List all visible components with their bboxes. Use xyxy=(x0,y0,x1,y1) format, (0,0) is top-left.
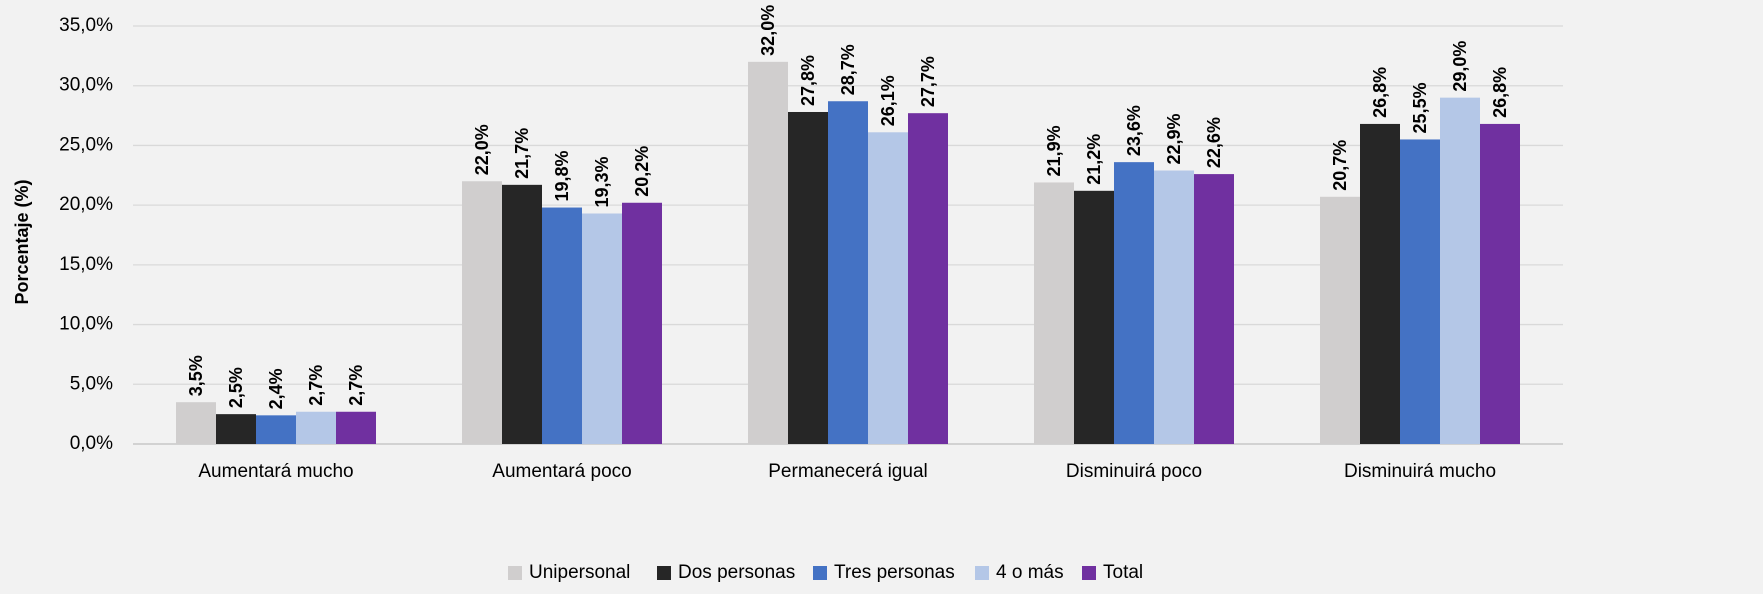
data-label: 22,0% xyxy=(472,124,492,175)
bar xyxy=(1154,170,1194,444)
bar xyxy=(336,411,376,444)
x-category-label: Aumentará poco xyxy=(492,461,631,482)
x-category-label: Aumentará mucho xyxy=(198,461,353,482)
bar xyxy=(788,111,828,444)
bar xyxy=(256,415,296,444)
bar xyxy=(1320,196,1360,444)
x-category-label: Permanecerá igual xyxy=(768,461,927,482)
bar xyxy=(176,402,216,444)
bar xyxy=(542,207,582,444)
data-label: 20,7% xyxy=(1330,140,1350,191)
data-label: 3,5% xyxy=(186,355,206,396)
bar xyxy=(1360,123,1400,444)
bar xyxy=(216,414,256,444)
bars xyxy=(176,61,1520,445)
bar xyxy=(622,202,662,444)
bar xyxy=(1074,190,1114,444)
x-category-label: Disminuirá mucho xyxy=(1344,461,1496,482)
data-label: 19,8% xyxy=(552,150,572,201)
x-category-label: Disminuirá poco xyxy=(1066,461,1202,482)
legend-swatch xyxy=(508,566,522,580)
data-label: 26,8% xyxy=(1490,67,1510,118)
y-tick-label: 25,0% xyxy=(59,134,113,155)
data-label: 2,7% xyxy=(346,365,366,406)
data-label: 27,7% xyxy=(918,56,938,107)
data-label: 26,8% xyxy=(1370,67,1390,118)
bar xyxy=(1480,123,1520,444)
y-tick-label: 35,0% xyxy=(59,15,113,36)
y-tick-label: 15,0% xyxy=(59,254,113,275)
legend-label: Total xyxy=(1103,562,1143,583)
data-label: 22,6% xyxy=(1204,117,1224,168)
bar xyxy=(296,411,336,444)
y-axis-label: Porcentaje (%) xyxy=(12,179,32,304)
y-tick-label: 10,0% xyxy=(59,314,113,335)
data-label: 2,4% xyxy=(266,368,286,409)
data-label: 32,0% xyxy=(758,5,778,56)
legend-label: 4 o más xyxy=(996,562,1064,583)
y-tick-label: 30,0% xyxy=(59,75,113,96)
bar xyxy=(462,181,502,444)
legend-swatch xyxy=(813,566,827,580)
y-tick-label: 20,0% xyxy=(59,194,113,215)
data-label: 19,3% xyxy=(592,156,612,207)
y-tick-label: 0,0% xyxy=(70,433,113,454)
data-label: 21,2% xyxy=(1084,134,1104,185)
data-label: 27,8% xyxy=(798,55,818,106)
data-label: 26,1% xyxy=(878,75,898,126)
legend-label: Unipersonal xyxy=(529,562,630,583)
legend-swatch xyxy=(657,566,671,580)
data-label: 2,7% xyxy=(306,365,326,406)
bar xyxy=(748,61,788,444)
bar xyxy=(1194,174,1234,444)
data-labels: 3,5% 2,5% 2,4% 2,7% 2,7% 22,0% 21,7% 19,8% 19,3%… xyxy=(186,5,1510,410)
data-label: 23,6% xyxy=(1124,105,1144,156)
data-label: 20,2% xyxy=(632,146,652,197)
legend-label: Dos personas xyxy=(678,562,795,583)
y-tick-label: 5,0% xyxy=(70,373,113,394)
y-axis-ticks: 0,0% 5,0% 10,0% 15,0% 20,0% 25,0% 30,0% 35,0% xyxy=(59,15,113,454)
bar xyxy=(908,113,948,444)
data-label: 21,9% xyxy=(1044,125,1064,176)
bar xyxy=(1400,139,1440,444)
legend: Unipersonal Dos personas Tres personas 4 o … xyxy=(508,562,1143,583)
bar xyxy=(1034,182,1074,445)
bar xyxy=(502,184,542,444)
data-label: 21,7% xyxy=(512,128,532,179)
legend-swatch xyxy=(975,566,989,580)
legend-swatch xyxy=(1082,566,1096,580)
bar xyxy=(1114,162,1154,445)
data-label: 22,9% xyxy=(1164,113,1184,164)
bar xyxy=(582,213,622,444)
data-label: 28,7% xyxy=(838,44,858,95)
x-axis-categories: Aumentará mucho Aumentará poco Permanecerá… xyxy=(198,461,1496,482)
legend-label: Tres personas xyxy=(834,562,955,583)
data-label: 29,0% xyxy=(1450,41,1470,92)
bar xyxy=(828,101,868,445)
bar xyxy=(868,132,908,444)
data-label: 25,5% xyxy=(1410,82,1430,133)
bar xyxy=(1440,97,1480,445)
data-label: 2,5% xyxy=(226,367,246,408)
